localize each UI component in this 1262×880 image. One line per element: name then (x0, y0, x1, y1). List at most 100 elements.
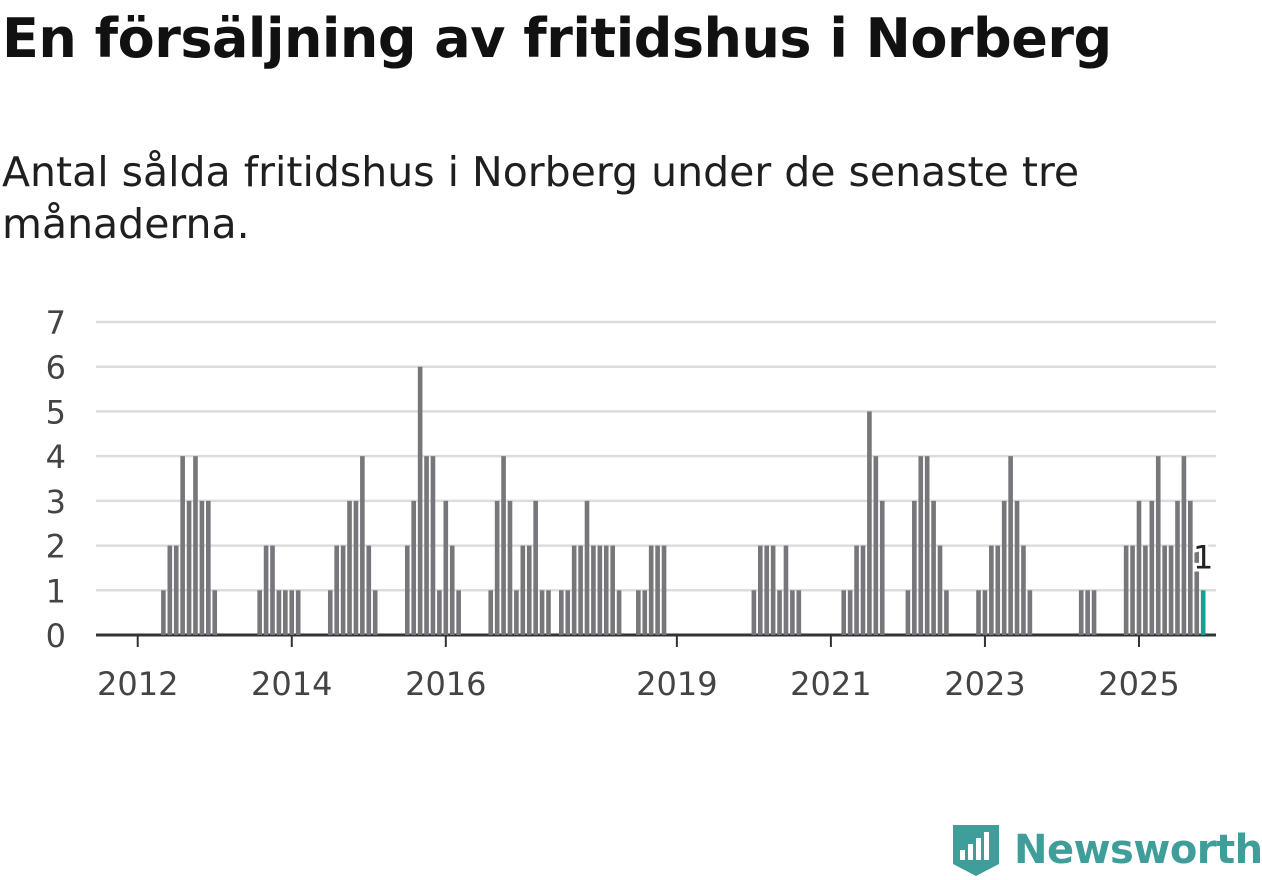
bar (1168, 545, 1174, 635)
bar (770, 545, 776, 635)
bar (655, 545, 660, 635)
bar (514, 590, 519, 635)
bar (944, 590, 949, 635)
bar (584, 500, 590, 635)
bar (340, 545, 346, 635)
bar (1085, 590, 1090, 635)
bar (995, 545, 1001, 635)
bar (1175, 500, 1180, 635)
bar (327, 590, 333, 635)
bar (372, 590, 378, 635)
x-tick-label: 2019 (636, 665, 717, 703)
bar (751, 590, 757, 635)
bar (571, 545, 577, 635)
bar (167, 545, 173, 635)
bar (1130, 545, 1135, 635)
bar (1200, 590, 1206, 635)
newsworthy-logo-icon (953, 825, 999, 876)
bar (757, 545, 763, 635)
bar (186, 500, 192, 635)
y-tick-label: 2 (46, 528, 66, 566)
last-value-label: 1 (1193, 538, 1213, 576)
bar (257, 590, 262, 635)
bar (918, 456, 924, 635)
bar (777, 590, 782, 635)
brand-name: Newsworthy (1014, 827, 1262, 873)
bar (597, 545, 603, 635)
bar (180, 456, 185, 635)
bar (366, 545, 372, 635)
bar (1001, 500, 1007, 635)
bar (790, 590, 795, 635)
bar (661, 545, 667, 635)
bar (867, 411, 872, 635)
x-axis-labels: 2012 2014 2016 2019 2021 2023 2025 (97, 635, 1180, 703)
bars (161, 366, 1206, 635)
bar (199, 500, 205, 635)
x-tick-label: 2021 (790, 665, 871, 703)
bar (591, 545, 596, 635)
bar (360, 456, 365, 635)
bar (796, 590, 802, 635)
bar (873, 456, 879, 635)
y-tick-label: 5 (46, 393, 66, 431)
bar (565, 590, 571, 635)
bar (161, 590, 166, 635)
bar (334, 545, 339, 635)
bar (924, 456, 930, 635)
bar (539, 590, 545, 635)
x-tick-label: 2023 (944, 665, 1025, 703)
bar (912, 500, 917, 635)
y-tick-label: 0 (46, 617, 66, 655)
bar (1149, 500, 1155, 635)
bar (404, 545, 410, 635)
bar (417, 366, 423, 635)
bar (989, 545, 994, 635)
bar (616, 590, 622, 635)
bar (1181, 456, 1187, 635)
bar (437, 590, 442, 635)
bar (283, 590, 288, 635)
bar (636, 590, 641, 635)
bar (526, 545, 532, 635)
x-tick-label: 2014 (251, 665, 332, 703)
bar (520, 545, 526, 635)
bar (263, 545, 269, 635)
gridlines (96, 320, 1216, 637)
bar (603, 545, 609, 635)
bar (276, 590, 282, 635)
bar (507, 500, 513, 635)
bar (1155, 456, 1161, 635)
bar (295, 590, 301, 635)
bar (610, 545, 615, 635)
x-tick-label: 2016 (405, 665, 486, 703)
bar (879, 500, 885, 635)
bar (173, 545, 179, 635)
bar (270, 545, 275, 635)
bar (559, 590, 564, 635)
newsworthy-logo[interactable]: Newsworthy (950, 820, 1262, 880)
bar (578, 545, 583, 635)
bar (1021, 545, 1026, 635)
bar (642, 590, 648, 635)
bar (456, 590, 461, 635)
bar (533, 500, 538, 635)
bar (847, 590, 853, 635)
bar (430, 456, 436, 635)
y-tick-label: 6 (46, 349, 66, 387)
x-tick-label: 2012 (97, 665, 178, 703)
y-tick-label: 7 (46, 304, 66, 342)
bar (1091, 590, 1097, 635)
annotation: 1 (1190, 535, 1216, 579)
bar (854, 545, 859, 635)
bar (443, 500, 449, 635)
bar (905, 590, 911, 635)
bar-chart: 0 1 2 3 4 5 6 7 2012 2014 2016 2019 2021 2023 2025 1 (46, 304, 1217, 703)
y-axis-labels: 0 1 2 3 4 5 6 7 (46, 304, 66, 655)
chart-subtitle: Antal sålda fritidshus i Norberg under d… (2, 148, 1080, 248)
bar (1188, 500, 1193, 635)
bar (1078, 590, 1084, 635)
bar (1143, 545, 1148, 635)
bar (1027, 590, 1033, 635)
x-tick-label: 2025 (1098, 665, 1179, 703)
